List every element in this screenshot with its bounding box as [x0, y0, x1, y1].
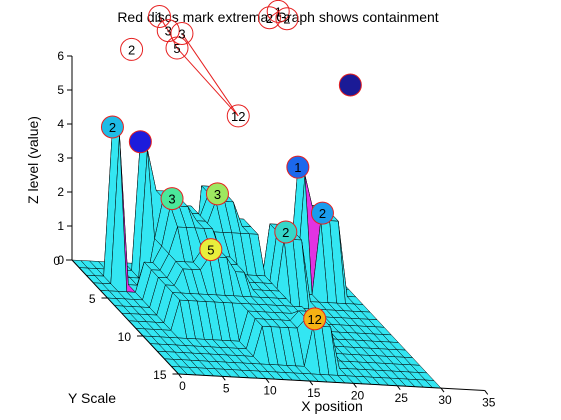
x-tick-label: 30	[438, 393, 452, 407]
extremum-marker	[274, 220, 298, 244]
extremum-label: 12	[307, 312, 321, 327]
extremum-label: 3	[214, 187, 221, 202]
z-tick-label: 1	[57, 219, 64, 233]
x-tick-mark	[353, 383, 357, 388]
chart-title: Red discs mark extrema. Graph shows cont…	[117, 9, 438, 25]
extremum-marker	[160, 187, 184, 211]
x-tick-label: 25	[395, 391, 409, 405]
graph-node	[275, 7, 299, 31]
x-tick-mark	[221, 376, 226, 381]
extremum-marker	[205, 182, 229, 206]
x-tick-label: 20	[351, 388, 365, 402]
graph-node-label: 1	[156, 10, 163, 25]
z-tick-label: 0	[57, 253, 64, 267]
extremum-label: 2	[282, 225, 289, 240]
extremum-marker	[338, 73, 362, 97]
graph-node	[266, 0, 290, 23]
x-tick-mark	[484, 390, 489, 395]
graph-node-label: 2	[283, 12, 290, 27]
graph-node-label: 3	[178, 26, 185, 41]
extremum-marker	[310, 201, 334, 225]
z-tick-label: 6	[57, 49, 64, 63]
surface-plot	[71, 126, 442, 389]
z-tick-label: 5	[57, 83, 64, 97]
y-tick-label: 0	[53, 254, 60, 268]
x-tick-mark	[178, 373, 182, 379]
graph-node-label: 5	[173, 41, 180, 56]
graph-node	[148, 5, 171, 28]
z-axis-label: Z level (value)	[25, 116, 41, 204]
extremum-marker	[286, 155, 310, 179]
graph-node	[165, 36, 189, 60]
y-axis-line	[71, 259, 179, 375]
z-tick-label: 2	[57, 185, 64, 199]
x-tick-mark	[440, 387, 445, 393]
x-tick-mark	[309, 380, 314, 386]
extremum-label: 1	[294, 160, 301, 175]
extremum-marker	[128, 130, 152, 154]
graph-node-label: 12	[231, 109, 245, 124]
graph-node	[226, 104, 250, 128]
graph-node	[257, 6, 281, 30]
graph-edge	[159, 16, 169, 31]
graph-node	[170, 21, 194, 45]
graph-node-label: 3	[165, 24, 172, 39]
extremum-label: 5	[207, 243, 214, 258]
extremum-label: 2	[109, 120, 116, 135]
extremum-label: 3	[168, 192, 175, 207]
x-tick-label: 35	[482, 395, 496, 409]
z-tick-label: 4	[57, 117, 64, 131]
graph-node-label: 2	[128, 42, 135, 57]
x-tick-label: 10	[263, 384, 277, 398]
x-tick-label: 0	[179, 379, 186, 393]
graph-edge	[176, 47, 239, 117]
x-tick-mark	[265, 378, 270, 384]
graph-edge	[181, 33, 239, 117]
graph-node	[120, 37, 144, 61]
extremum-label: 2	[319, 206, 326, 221]
y-tick-label: 10	[118, 330, 132, 344]
extremum-marker	[303, 307, 327, 331]
y-tick-label: 15	[153, 368, 167, 382]
y-axis-label: Y Scale	[68, 390, 116, 406]
y-tick-label: 5	[89, 292, 96, 306]
extremum-marker	[100, 115, 124, 139]
x-axis-line	[178, 373, 485, 391]
x-tick-label: 5	[223, 381, 230, 395]
x-tick-mark	[396, 385, 401, 391]
x-axis-label: X position	[301, 398, 362, 414]
extremum-marker	[199, 238, 223, 262]
x-tick-label: 15	[307, 386, 321, 400]
z-tick-label: 3	[57, 151, 64, 165]
graph-edge	[269, 11, 279, 19]
